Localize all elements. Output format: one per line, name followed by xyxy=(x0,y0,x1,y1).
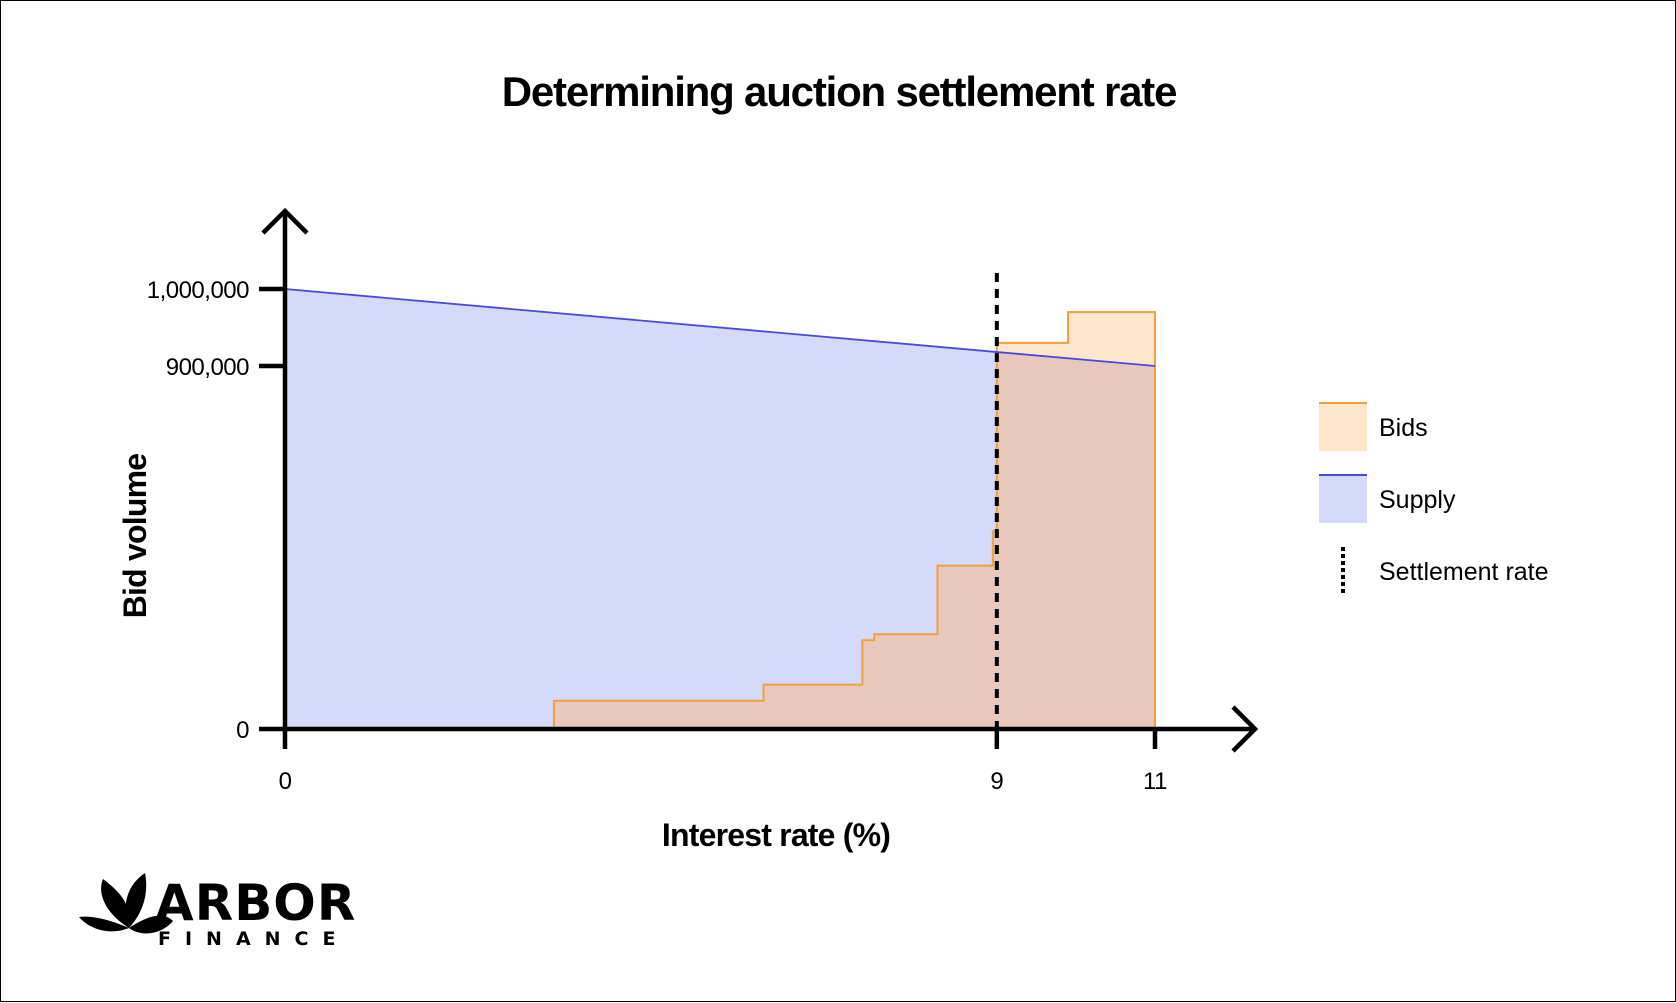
x-tick-label: 0 xyxy=(279,768,292,795)
legend-swatch xyxy=(1319,403,1367,451)
supply-line xyxy=(284,288,1156,367)
y-tick-label: 900,000 xyxy=(166,354,249,381)
leaf-icon xyxy=(79,873,173,934)
y-tick-label: 1,000,000 xyxy=(147,277,249,304)
x-tick-label: 9 xyxy=(990,768,1003,795)
legend: Bids Supply Settlement rate xyxy=(1319,402,1549,595)
plot-area: 0 9 11 0 900,000 1,000,000 xyxy=(147,207,1259,795)
legend-swatch xyxy=(1319,475,1367,523)
legend-item: Supply xyxy=(1319,474,1456,523)
bids-supply-overlap xyxy=(553,312,1155,729)
y-axis-label: Bid volume xyxy=(117,454,153,618)
y-axis-arrow xyxy=(261,207,309,235)
legend-label: Supply xyxy=(1379,486,1456,514)
x-axis-arrow xyxy=(1231,705,1259,753)
bids-step-line xyxy=(552,311,1156,729)
legend-label: Settlement rate xyxy=(1379,558,1549,586)
arbor-finance-logo: ARBOR FINANCE xyxy=(79,873,356,950)
legend-item: Settlement rate xyxy=(1341,547,1549,595)
logo-name: ARBOR xyxy=(155,874,356,932)
legend-label: Bids xyxy=(1379,414,1428,442)
x-axis-label: Interest rate (%) xyxy=(662,817,890,853)
bids-area xyxy=(553,312,1155,729)
y-tick-label: 0 xyxy=(236,717,249,744)
x-tick-label: 11 xyxy=(1143,768,1167,795)
logo-subname: FINANCE xyxy=(158,928,349,950)
legend-item: Bids xyxy=(1319,402,1428,451)
chart-title: Determining auction settlement rate xyxy=(502,68,1176,115)
